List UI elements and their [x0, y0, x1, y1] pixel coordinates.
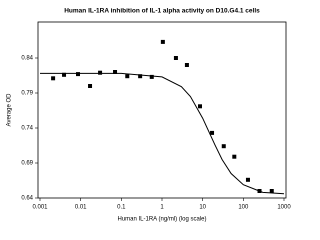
x-tick-label: 0.1	[117, 205, 126, 211]
y-tick-label: 0.64	[21, 196, 33, 202]
y-tick-label: 0.69	[21, 161, 33, 167]
data-point	[98, 70, 103, 75]
y-axis-label: Average OD	[7, 93, 13, 127]
data-point	[125, 74, 130, 79]
y-tick-label: 0.79	[21, 91, 33, 97]
x-tick-label: 100	[238, 205, 249, 211]
plot-frame	[37, 21, 287, 199]
data-point	[173, 56, 178, 60]
data-point	[232, 154, 237, 159]
data-point	[269, 189, 274, 193]
chart: Human IL-1RA inhibition of IL-1 alpha ac…	[7, 8, 292, 223]
data-point	[113, 70, 118, 74]
data-point	[160, 39, 165, 44]
data-point	[149, 74, 154, 79]
data-point	[221, 144, 226, 149]
data-point	[51, 76, 56, 81]
page: {"chart_data": {"type": "scatter", "titl…	[6, 7, 292, 223]
chart-title: Human IL-1RA inhibition of IL-1 alpha ac…	[64, 8, 260, 15]
data-point	[198, 104, 203, 109]
x-tick-label: 0.01	[75, 205, 87, 211]
data-point	[88, 84, 93, 88]
data-point	[62, 72, 67, 77]
x-tick-label: 0.001	[32, 205, 48, 211]
x-tick-label: 1000	[277, 205, 291, 211]
data-point	[184, 63, 189, 67]
x-axis-label: Human IL-1RA (ng/ml) (log scale)	[117, 217, 206, 223]
fit-curve	[40, 72, 285, 195]
y-tick-label: 0.74	[21, 126, 33, 132]
y-tick-label: 0.84	[21, 56, 33, 62]
data-point	[76, 72, 81, 77]
x-tick-label: 10	[199, 205, 206, 211]
data-point	[138, 74, 143, 79]
x-tick-label: 1	[160, 205, 164, 211]
data-point	[257, 189, 262, 193]
data-point	[245, 177, 250, 182]
data-point	[210, 130, 215, 135]
